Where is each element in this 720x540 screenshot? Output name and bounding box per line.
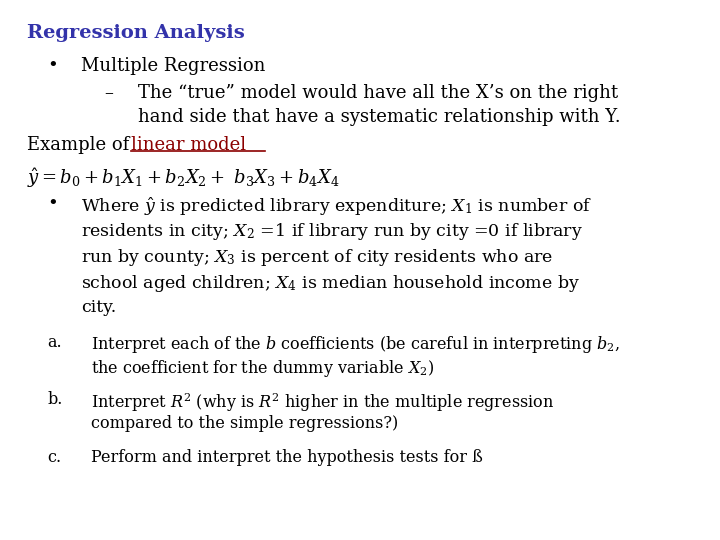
Text: linear model: linear model (132, 136, 246, 154)
Text: Where $\hat{y}$ is predicted library expenditure; $X_1$ is number of: Where $\hat{y}$ is predicted library exp… (81, 195, 592, 218)
Text: Perform and interpret the hypothesis tests for ß: Perform and interpret the hypothesis tes… (91, 449, 483, 465)
Text: Interpret $R^2$ (why is $R^2$ higher in the multiple regression: Interpret $R^2$ (why is $R^2$ higher in … (91, 392, 554, 414)
Text: hand side that have a systematic relationship with Y.: hand side that have a systematic relatio… (138, 108, 621, 126)
Text: $\hat{y} = b_0+b_1X_1+b_2X_2+\ b_3X_3+b_4X_4$: $\hat{y} = b_0+b_1X_1+b_2X_2+\ b_3X_3+b_… (27, 166, 339, 190)
Text: a.: a. (48, 334, 62, 351)
Text: school aged children; $X_4$ is median household income by: school aged children; $X_4$ is median ho… (81, 273, 580, 294)
Text: residents in city; $X_2$ =1 if library run by city =0 if library: residents in city; $X_2$ =1 if library r… (81, 221, 582, 242)
Text: b.: b. (48, 392, 63, 408)
Text: Multiple Regression: Multiple Regression (81, 57, 265, 75)
Text: city.: city. (81, 299, 116, 316)
Text: The “true” model would have all the X’s on the right: The “true” model would have all the X’s … (138, 84, 618, 102)
Text: compared to the simple regressions?): compared to the simple regressions?) (91, 415, 398, 432)
Text: run by county; $X_3$ is percent of city residents who are: run by county; $X_3$ is percent of city … (81, 247, 553, 268)
Text: •: • (48, 57, 58, 75)
Text: Regression Analysis: Regression Analysis (27, 24, 245, 42)
Text: c.: c. (48, 449, 61, 465)
Text: –: – (104, 84, 113, 102)
Text: Interpret each of the $b$ coefficients (be careful in interpreting $b_2$,: Interpret each of the $b$ coefficients (… (91, 334, 620, 355)
Text: •: • (48, 195, 58, 213)
Text: Example of: Example of (27, 136, 135, 154)
Text: the coefficient for the dummy variable $X_2$): the coefficient for the dummy variable $… (91, 358, 434, 379)
